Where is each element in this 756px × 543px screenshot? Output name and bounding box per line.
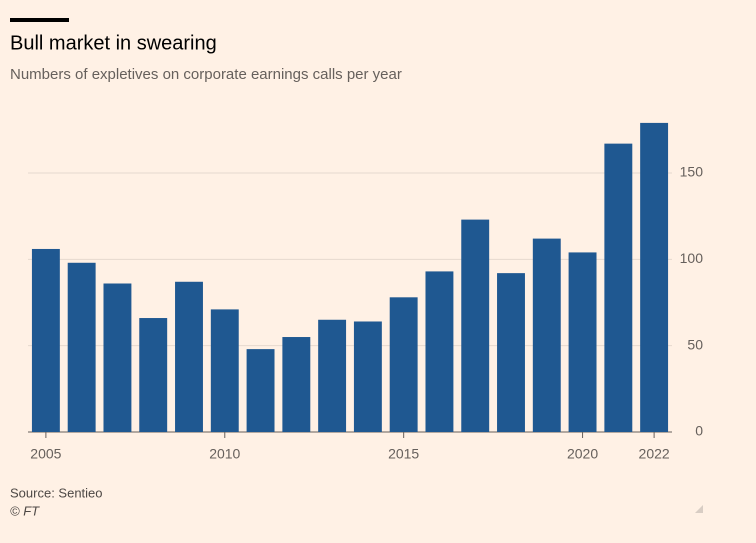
chart-subtitle: Numbers of expletives on corporate earni… (10, 66, 402, 83)
bar (67, 262, 96, 432)
y-tick-label: 50 (687, 336, 703, 352)
bar (568, 252, 597, 432)
bar (103, 283, 132, 432)
bar (282, 337, 311, 432)
y-tick-label: 150 (680, 164, 704, 180)
x-tick-label: 2010 (209, 446, 240, 462)
source: Source: Sentieo (10, 485, 103, 500)
bar (139, 318, 168, 432)
bar (497, 273, 525, 432)
y-tick-label: 0 (695, 423, 703, 439)
bar (604, 143, 633, 432)
x-tick-label: 2020 (567, 446, 598, 462)
credit: © FT (10, 503, 40, 518)
bar (425, 271, 454, 432)
resize-icon (695, 505, 703, 513)
bar (31, 248, 60, 432)
bar (246, 349, 275, 432)
y-tick-label: 100 (680, 250, 704, 266)
bar (210, 309, 239, 432)
bar (175, 281, 203, 432)
x-tick-label: 2022 (639, 446, 670, 462)
bar (461, 219, 490, 432)
title-rule (10, 18, 69, 22)
bar (353, 321, 382, 432)
bar (389, 297, 418, 432)
bar (318, 319, 347, 432)
chart-title: Bull market in swearing (10, 32, 217, 54)
x-tick-label: 2005 (30, 446, 61, 462)
bar (532, 238, 561, 432)
x-tick-label: 2015 (388, 446, 419, 462)
bar (640, 122, 669, 432)
